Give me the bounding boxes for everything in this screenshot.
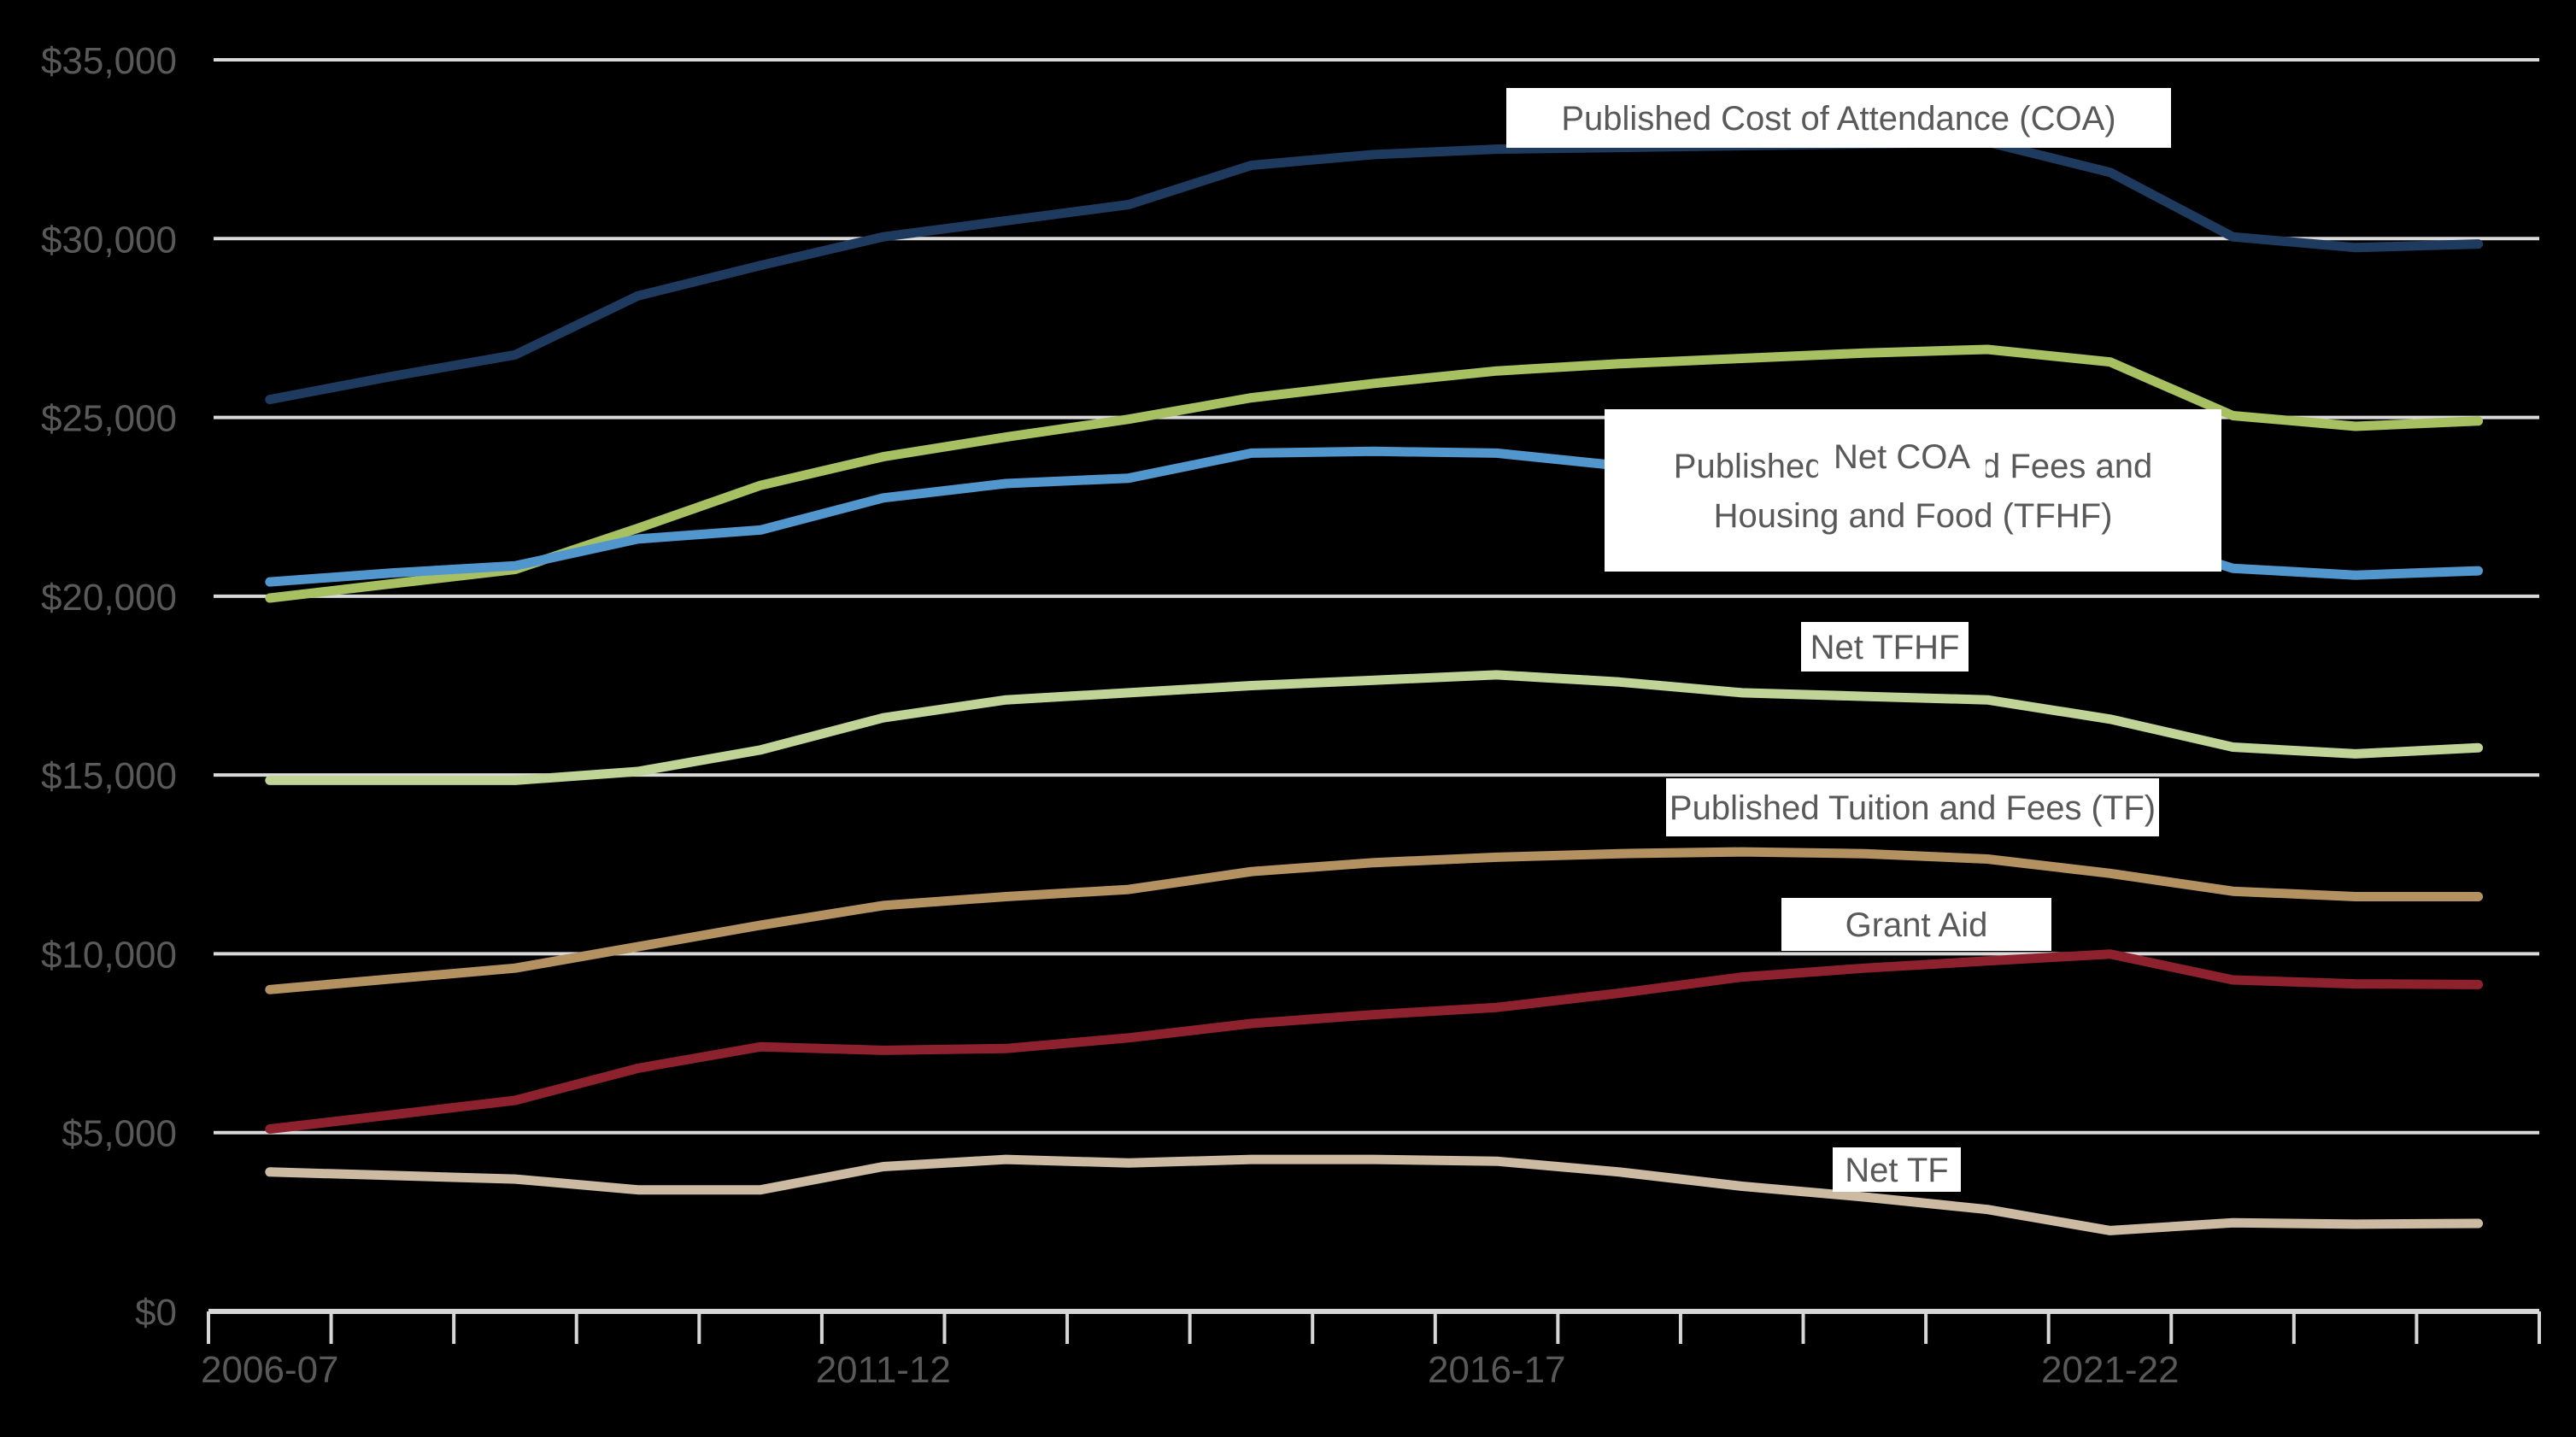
y-axis-label-30000: $30,000 xyxy=(41,219,177,261)
series-line-coa xyxy=(265,137,2484,405)
series-label-text-coa: Published Cost of Attendance (COA) xyxy=(1561,100,2115,138)
x-axis-label-2011-12: 2011-12 xyxy=(816,1349,951,1391)
series-label-box-grant xyxy=(1781,898,2051,951)
series-label-box-netcoa xyxy=(1818,431,1986,481)
series-label-text-tfhf: Housing and Food (TFHF) xyxy=(1714,497,2113,535)
y-axis-label-25000: $25,000 xyxy=(41,398,177,440)
series-label-text-nettf: Net TF xyxy=(1845,1152,1949,1189)
series-label-box-coa xyxy=(1506,88,2171,148)
series-label-box-nettf xyxy=(1833,1147,1961,1192)
series-line-nettfhf xyxy=(265,670,2484,785)
series-label-text-tf: Published Tuition and Fees (TF) xyxy=(1669,789,2156,827)
x-axis-label-2016-17: 2016-17 xyxy=(1428,1349,1565,1391)
series-line-nettf xyxy=(265,1154,2484,1235)
series-label-text-nettfhf: Net TFHF xyxy=(1810,629,1960,666)
series-label-box-nettfhf xyxy=(1801,622,1969,672)
x-axis-label-2006-07: 2006-07 xyxy=(201,1349,338,1391)
x-axis-label-2021-22: 2021-22 xyxy=(2041,1349,2179,1391)
series-line-grant xyxy=(265,949,2484,1134)
y-axis-label-20000: $20,000 xyxy=(41,577,177,619)
series-line-tf xyxy=(265,847,2484,994)
series-line-tfhf xyxy=(265,344,2484,603)
series-label-text-grant: Grant Aid xyxy=(1845,906,1988,944)
y-axis-label-5000: $5,000 xyxy=(62,1113,177,1155)
y-axis-label-35000: $35,000 xyxy=(41,40,177,82)
y-axis-label-10000: $10,000 xyxy=(41,934,177,976)
y-axis-label-15000: $15,000 xyxy=(41,755,177,797)
series-label-text-netcoa: Net COA xyxy=(1834,438,1970,476)
y-axis-label-0: $0 xyxy=(135,1292,177,1334)
series-label-box-tf xyxy=(1666,778,2159,836)
